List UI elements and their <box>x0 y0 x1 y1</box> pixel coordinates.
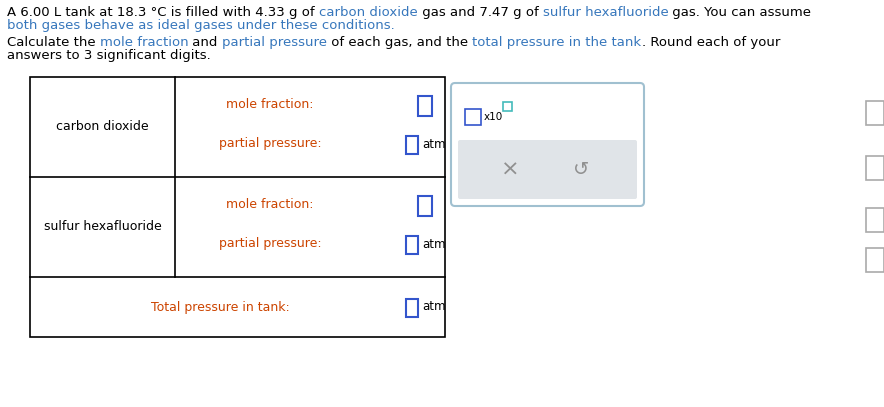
Text: mole fraction:: mole fraction: <box>226 199 314 212</box>
Text: and: and <box>188 36 222 49</box>
Bar <box>866 248 884 272</box>
Text: Calculate the: Calculate the <box>7 36 100 49</box>
Bar <box>866 208 884 232</box>
Bar <box>418 96 432 116</box>
Text: total pressure in the tank: total pressure in the tank <box>473 36 642 49</box>
Bar <box>406 136 418 154</box>
Text: carbon dioxide: carbon dioxide <box>57 120 149 133</box>
Text: of each gas, and the: of each gas, and the <box>327 36 473 49</box>
Text: partial pressure:: partial pressure: <box>218 238 321 250</box>
Text: sulfur hexafluoride: sulfur hexafluoride <box>43 221 162 234</box>
FancyBboxPatch shape <box>451 83 644 206</box>
Bar <box>465 109 481 125</box>
Bar <box>866 156 884 180</box>
Text: atm: atm <box>422 238 446 250</box>
Text: A 6.00 L tank at 18.3 °C is filled with 4.33 g of: A 6.00 L tank at 18.3 °C is filled with … <box>7 6 319 19</box>
Bar <box>406 236 418 254</box>
Text: Total pressure in tank:: Total pressure in tank: <box>150 300 289 313</box>
Text: atm: atm <box>422 138 446 151</box>
Bar <box>30 77 445 337</box>
Text: both gases behave as ideal gases under these conditions.: both gases behave as ideal gases under t… <box>7 19 395 32</box>
Text: atm: atm <box>422 300 446 313</box>
Text: gas and 7.47 g of: gas and 7.47 g of <box>417 6 543 19</box>
Bar <box>418 196 432 216</box>
Bar <box>866 101 884 125</box>
Text: sulfur hexafluoride: sulfur hexafluoride <box>543 6 668 19</box>
Bar <box>503 102 512 111</box>
Text: ↺: ↺ <box>573 160 589 179</box>
Text: x10: x10 <box>484 112 503 122</box>
Text: answers to 3 significant digits.: answers to 3 significant digits. <box>7 49 210 62</box>
Text: partial pressure:: partial pressure: <box>218 138 321 151</box>
Text: partial pressure: partial pressure <box>222 36 327 49</box>
Text: mole fraction:: mole fraction: <box>226 98 314 112</box>
Text: gas. You can assume: gas. You can assume <box>668 6 812 19</box>
Text: mole fraction: mole fraction <box>100 36 188 49</box>
Bar <box>406 299 418 317</box>
Text: ×: × <box>501 160 520 179</box>
Text: . Round each of your: . Round each of your <box>642 36 780 49</box>
FancyBboxPatch shape <box>458 140 637 199</box>
Text: carbon dioxide: carbon dioxide <box>319 6 417 19</box>
